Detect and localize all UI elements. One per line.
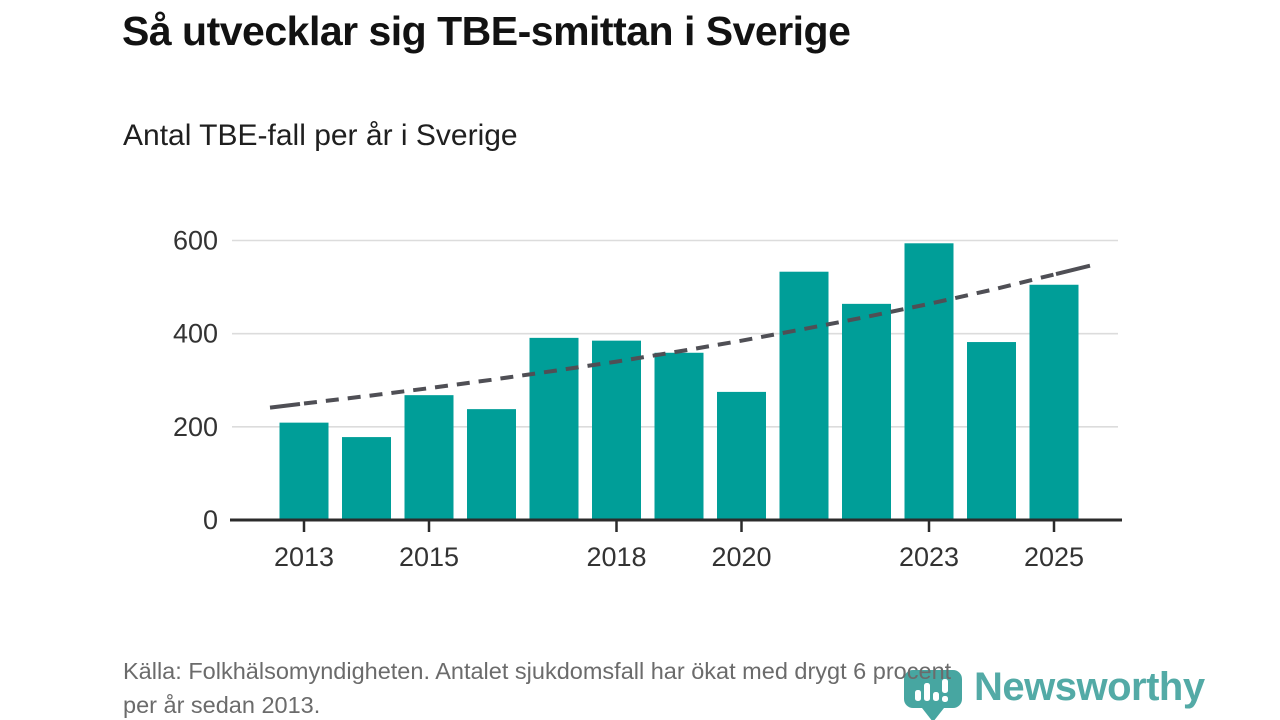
newsworthy-logo-icon <box>904 670 962 720</box>
trend-end-cap <box>1055 263 1091 276</box>
newsworthy-logo-text: Newsworthy <box>974 665 1205 709</box>
bar-2014 <box>342 437 391 519</box>
trend-line <box>303 272 1055 406</box>
bar-2021 <box>779 271 829 519</box>
chart-title: Så utvecklar sig TBE-smittan i Sverige <box>122 8 851 54</box>
x-axis-label: 2025 <box>1024 542 1084 572</box>
bar-2016 <box>467 409 516 519</box>
x-axis-label: 2018 <box>586 542 646 572</box>
x-axis-label: 2015 <box>399 542 459 572</box>
source-note-line2: per år sedan 2013. <box>123 692 321 718</box>
newsworthy-logo: Newsworthy <box>903 664 1205 720</box>
y-axis-label: 400 <box>173 319 218 349</box>
x-axis-label: 2020 <box>711 542 771 572</box>
bar-2023 <box>904 243 954 520</box>
bar-2018 <box>592 340 641 519</box>
trend-start-cap <box>269 402 301 410</box>
bar-2024 <box>967 342 1016 519</box>
bar-2020 <box>717 391 766 519</box>
y-axis-label: 200 <box>173 412 218 442</box>
chart-subtitle: Antal TBE-fall per år i Sverige <box>123 119 518 152</box>
bar-2019 <box>654 352 704 519</box>
bar-2015 <box>404 395 454 519</box>
bar-2022 <box>842 303 891 519</box>
bar-2017 <box>529 337 579 519</box>
bar-2013 <box>279 422 329 519</box>
x-axis-label: 2013 <box>274 542 334 572</box>
y-axis-label: 600 <box>173 226 218 256</box>
y-axis-label: 0 <box>203 505 218 535</box>
x-axis-label: 2023 <box>899 542 959 572</box>
source-note-line1: Källa: Folkhälsomyndigheten. Antalet sju… <box>123 658 952 684</box>
bar-2025 <box>1029 284 1079 519</box>
source-note: Källa: Folkhälsomyndigheten. Antalet sju… <box>123 654 1223 720</box>
